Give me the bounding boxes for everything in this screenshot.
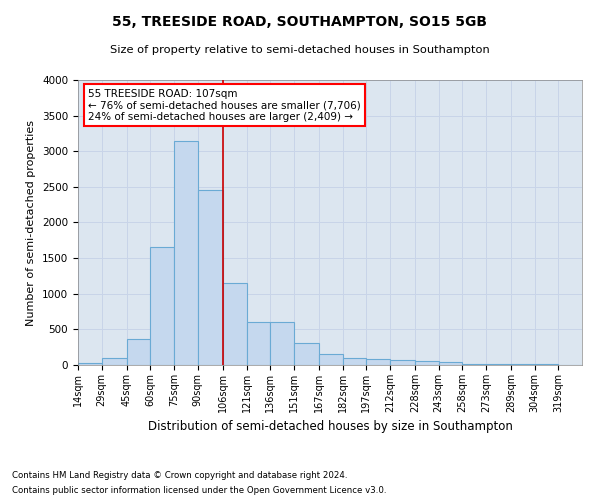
Bar — [294, 343, 319, 365]
Y-axis label: Number of semi-detached properties: Number of semi-detached properties — [26, 120, 37, 326]
Text: Size of property relative to semi-detached houses in Southampton: Size of property relative to semi-detach… — [110, 45, 490, 55]
X-axis label: Distribution of semi-detached houses by size in Southampton: Distribution of semi-detached houses by … — [148, 420, 512, 434]
Text: 55, TREESIDE ROAD, SOUTHAMPTON, SO15 5GB: 55, TREESIDE ROAD, SOUTHAMPTON, SO15 5GB — [113, 15, 487, 29]
Bar — [463, 364, 486, 365]
Bar — [366, 360, 390, 365]
Text: Contains public sector information licensed under the Open Government Licence v3: Contains public sector information licen… — [12, 486, 386, 495]
Bar — [101, 358, 127, 365]
Text: 55 TREESIDE ROAD: 107sqm
← 76% of semi-detached houses are smaller (7,706)
24% o: 55 TREESIDE ROAD: 107sqm ← 76% of semi-d… — [88, 88, 361, 122]
Bar — [319, 354, 343, 365]
Text: Contains HM Land Registry data © Crown copyright and database right 2024.: Contains HM Land Registry data © Crown c… — [12, 471, 347, 480]
Bar — [127, 340, 151, 365]
Bar — [415, 361, 439, 365]
Bar — [511, 364, 535, 365]
Bar — [270, 322, 294, 365]
Bar — [174, 140, 198, 365]
Bar — [390, 360, 415, 365]
Bar — [78, 363, 101, 365]
Bar — [486, 364, 511, 365]
Bar — [198, 190, 223, 365]
Bar — [247, 322, 270, 365]
Bar — [439, 362, 463, 365]
Bar — [151, 248, 174, 365]
Bar — [223, 283, 247, 365]
Bar — [343, 358, 366, 365]
Bar — [535, 364, 559, 365]
